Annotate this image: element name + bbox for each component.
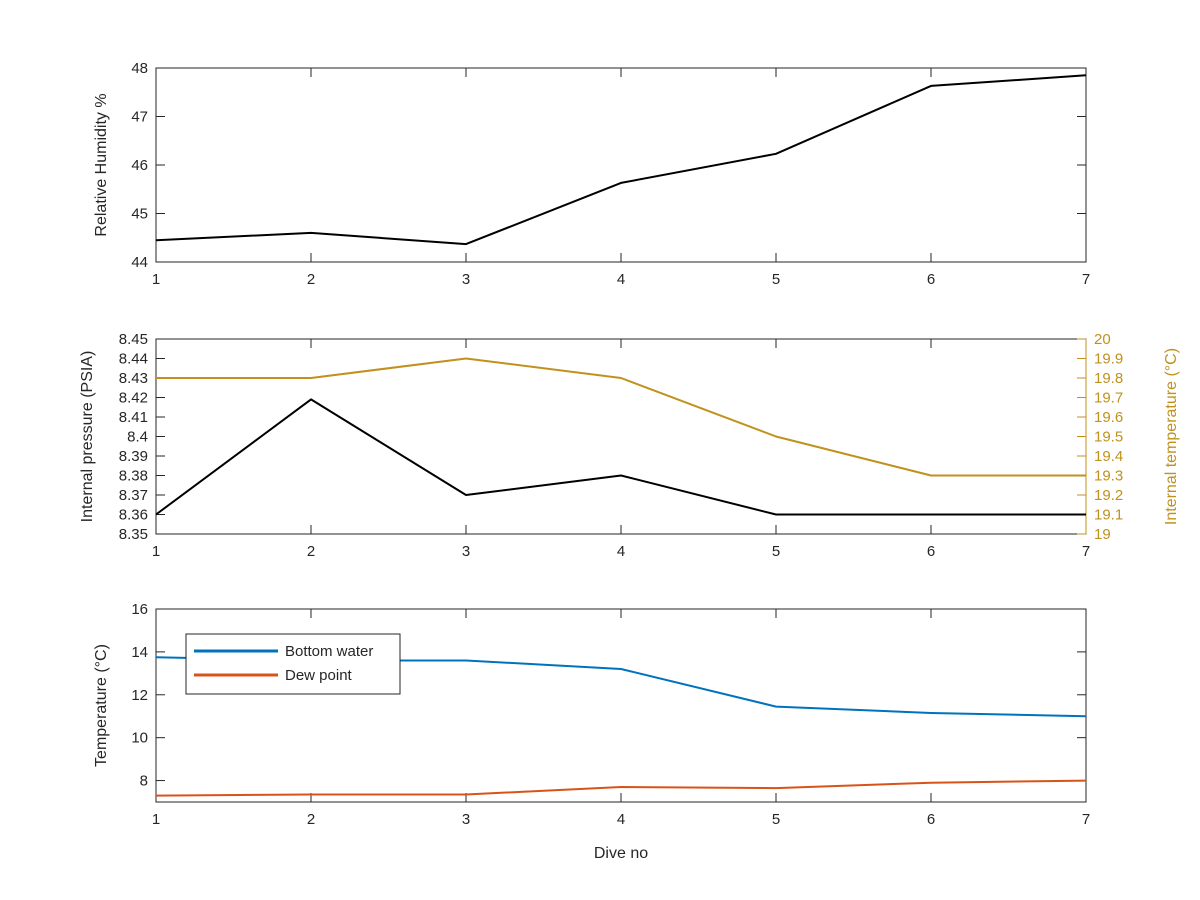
y-tick-label: 8.4 [127, 429, 148, 446]
x-tick-label: 5 [772, 811, 780, 828]
y-tick-label: 8.43 [119, 370, 148, 387]
series-line-1 [155, 74, 1087, 246]
y-tick-label: 8.35 [119, 526, 148, 543]
y-axis-label: Temperature (°C) [93, 644, 110, 767]
y-axis-label: Internal pressure (PSIA) [79, 351, 96, 523]
x-tick-label: 6 [927, 811, 935, 828]
x-tick-label: 6 [927, 543, 935, 560]
x-tick-label: 4 [617, 811, 625, 828]
legend: Bottom water Dew point [185, 633, 401, 695]
x-tick-label: 5 [772, 543, 780, 560]
legend-box [185, 633, 401, 695]
y-tick-label: 8.44 [119, 351, 148, 368]
subplot-2: 1 2 3 4 5 6 7 8.35 8.36 8.37 8.38 8.39 8.4 8.41 8.42 8.… [79, 331, 1180, 560]
y-tick-label-right: 19 [1094, 526, 1111, 543]
y-tick-label-right: 19.2 [1094, 487, 1123, 504]
y-tick-label: 48 [131, 60, 148, 77]
x-tick-label: 2 [307, 271, 315, 288]
y-tick-label-right: 19.8 [1094, 370, 1123, 387]
y-axis-label: Relative Humidity % [93, 93, 110, 236]
y-tick-label: 46 [131, 157, 148, 174]
x-tick-label: 1 [152, 811, 160, 828]
x-tick-label: 7 [1082, 271, 1090, 288]
y-tick-label-right: 19.5 [1094, 429, 1123, 446]
y-tick-label: 12 [131, 687, 148, 704]
y-tick-label: 14 [131, 644, 148, 661]
y-tick-label: 8.45 [119, 331, 148, 348]
x-tick-label: 7 [1082, 811, 1090, 828]
y-tick-label-right: 19.7 [1094, 390, 1123, 407]
x-tick-label: 5 [772, 271, 780, 288]
x-tick-label: 4 [617, 543, 625, 560]
y-tick-label: 10 [131, 730, 148, 747]
y-tick-label: 8.41 [119, 409, 148, 426]
y-tick-label: 44 [131, 254, 148, 271]
x-tick-label: 3 [462, 811, 470, 828]
series-line-2 [156, 357, 1086, 477]
x-tick-label: 4 [617, 271, 625, 288]
y-tick-label: 8.42 [119, 390, 148, 407]
y-tick-label: 8.36 [119, 507, 148, 524]
x-tick-label: 7 [1082, 543, 1090, 560]
y-tick-label-right: 19.9 [1094, 351, 1123, 368]
x-tick-label: 1 [152, 271, 160, 288]
legend-label: Bottom water [285, 643, 373, 660]
y-tick-label: 47 [131, 109, 148, 126]
y-axis-label-right: Internal temperature (°C) [1163, 348, 1180, 525]
x-tick-label: 3 [462, 543, 470, 560]
series-line-1 [155, 398, 1086, 516]
x-tick-label: 1 [152, 543, 160, 560]
y-tick-label-right: 19.3 [1094, 468, 1123, 485]
y-tick-label-right: 19.6 [1094, 409, 1123, 426]
y-tick-label-right: 19.4 [1094, 448, 1123, 465]
x-axis-label: Dive no [594, 845, 648, 862]
x-tick-label: 2 [307, 811, 315, 828]
plot-frame [155, 338, 1087, 535]
y-tick-label: 45 [131, 206, 148, 223]
y-tick-label: 8.38 [119, 468, 148, 485]
y-tick-label: 8 [140, 773, 148, 790]
y-tick-label: 16 [131, 601, 148, 618]
x-tick-label: 6 [927, 271, 935, 288]
y-tick-label-right: 20 [1094, 331, 1111, 348]
y-tick-label-right: 19.1 [1094, 507, 1123, 524]
x-tick-label: 3 [462, 271, 470, 288]
y-tick-label: 8.37 [119, 487, 148, 504]
legend-label: Dew point [285, 667, 353, 684]
x-tick-label: 2 [307, 543, 315, 560]
y-tick-label: 8.39 [119, 448, 148, 465]
